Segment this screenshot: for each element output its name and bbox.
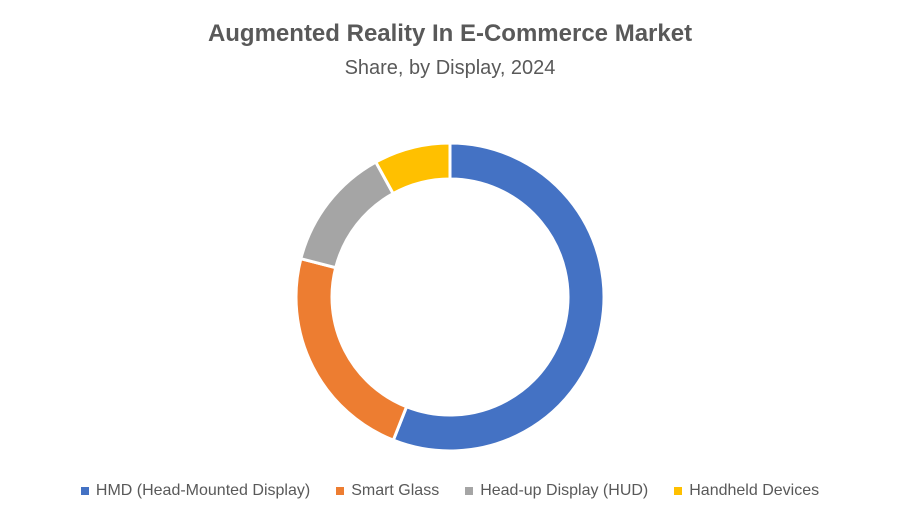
chart-legend: HMD (Head-Mounted Display) Smart Glass Hea… [0,482,900,500]
legend-swatch [80,487,89,495]
legend-item: Smart Glass [336,482,439,500]
legend-label: HMD (Head-Mounted Display) [95,482,311,499]
donut-slice-handheld-devices [373,141,452,196]
chart-title: Augmented Reality In E-Commerce Market [207,20,693,47]
legend-swatch [674,487,683,495]
donut-slice-head-up-display-hud [299,160,396,270]
legend-item: Head-up Display (HUD) [465,482,648,500]
donut-slice-hmd-head-mounted-display [391,141,606,453]
legend-swatch [465,487,474,495]
legend-label: Smart Glass [351,482,440,499]
chart-subtitle: Share, by Display, 2024 [344,57,556,79]
legend-label: Handheld Devices [689,482,820,499]
legend-item: HMD (Head-Mounted Display) [80,482,311,500]
legend-swatch [336,487,345,495]
donut-slice-smart-glass [294,256,409,443]
legend-item: Handheld Devices [674,482,819,500]
legend-label: Head-up Display (HUD) [480,482,649,499]
